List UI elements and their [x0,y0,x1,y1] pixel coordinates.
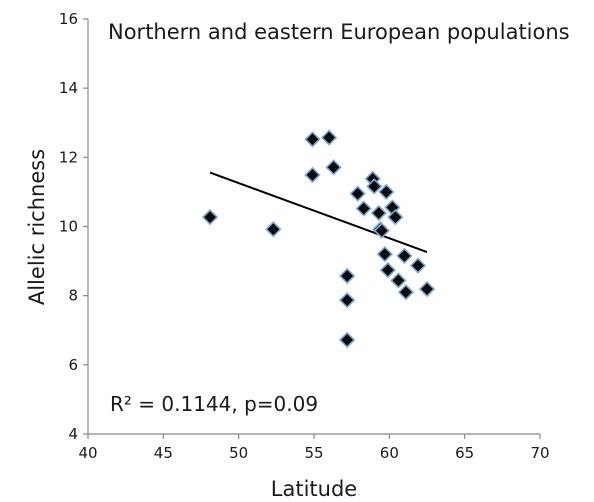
data-point [325,159,342,176]
data-point [304,131,321,148]
data-point [265,221,282,238]
x-tick-label: 40 [78,444,97,462]
data-point [379,261,396,279]
data-point [355,200,372,217]
data-points [201,129,436,349]
y-tick-label: 14 [59,79,78,97]
regression-annotation: R² = 0.1144, p=0.09 [110,392,318,416]
x-tick-label: 60 [380,444,399,462]
chart-title: Northern and eastern European population… [108,20,570,44]
data-point [201,209,219,226]
data-point [397,284,415,301]
y-tick-label: 12 [59,148,78,166]
y-tick-label: 10 [59,218,78,236]
x-tick-label: 50 [229,444,248,462]
x-tick-label: 65 [455,444,474,462]
data-point [418,280,436,298]
y-tick-label: 16 [59,10,78,28]
y-tick-label: 8 [68,287,78,305]
y-tick-label: 4 [68,425,78,443]
data-point [339,292,356,309]
axes: 4 6 8 10 12 14 16 40 45 50 55 60 65 70 [59,10,550,462]
data-point [373,222,390,239]
data-point [339,331,356,349]
trendline-layer [209,171,428,254]
data-point [349,185,366,202]
trend-line [209,171,428,254]
data-point [409,257,427,274]
data-point [376,246,393,263]
data-point [339,267,356,285]
y-tick-label: 6 [68,356,78,374]
data-point [387,209,404,226]
x-tick-label: 70 [530,444,549,462]
data-point [320,129,338,146]
x-tick-label: 45 [154,444,173,462]
x-axis-label: Latitude [271,477,357,501]
data-point [378,183,395,201]
y-axis-label: Allelic richness [25,149,49,305]
data-point [396,247,413,265]
data-point [304,166,321,184]
x-tick-label: 55 [304,444,323,462]
data-point [366,178,383,195]
data-point [370,204,387,222]
data-point [390,272,407,289]
